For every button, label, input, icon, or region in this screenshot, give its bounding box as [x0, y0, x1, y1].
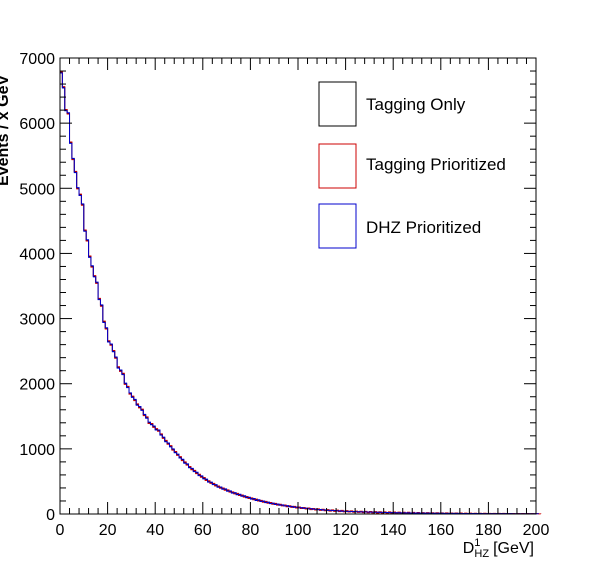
x-axis-title-sub: HZ	[474, 548, 489, 560]
series-line-dhz-prioritized	[59, 72, 539, 515]
x-axis-title-main: D	[463, 540, 475, 557]
x-axis-title-sup: 1	[474, 537, 480, 549]
y-tick-label: 5000	[19, 181, 55, 198]
legend-label-tagging-only: Tagging Only	[366, 95, 466, 114]
legend: Tagging Only Tagging Prioritized DHZ Pri…	[318, 81, 506, 249]
y-tick-label: 3000	[19, 312, 55, 329]
series-layer	[59, 71, 542, 515]
x-tick-label: 120	[332, 522, 359, 539]
x-tick-label: 100	[285, 522, 312, 539]
y-tick-label: 4000	[19, 246, 55, 263]
x-tick-label: 60	[194, 522, 212, 539]
legend-swatch-tagging-prioritized	[318, 143, 357, 189]
x-tick-label: 20	[99, 522, 117, 539]
x-tick-labels: 0 20 40 60 80 100 120 140 160 180 200	[56, 522, 550, 539]
x-tick-label: 40	[146, 522, 164, 539]
legend-label-tagging-prioritized: Tagging Prioritized	[366, 155, 506, 174]
legend-label-dhz-prioritized: DHZ Prioritized	[366, 218, 481, 237]
y-tick-labels: 0 1000 2000 3000 4000 5000 6000 7000	[19, 51, 55, 524]
x-tick-label: 180	[475, 522, 502, 539]
legend-swatch-dhz-prioritized	[318, 203, 357, 249]
y-axis-title: Events / x GeV	[0, 75, 12, 186]
x-tick-label: 140	[380, 522, 407, 539]
x-tick-label: 80	[242, 522, 260, 539]
x-tick-label: 200	[523, 522, 550, 539]
legend-swatch-tagging-only	[318, 81, 357, 127]
x-axis-title-unit: [GeV]	[493, 540, 534, 557]
y-tick-label: 7000	[19, 51, 55, 68]
y-tick-label: 1000	[19, 442, 55, 459]
x-axis-title: D1 HZ [GeV]	[463, 537, 534, 560]
x-tick-label: 160	[427, 522, 454, 539]
ticks-layer	[59, 57, 537, 515]
y-tick-label: 2000	[19, 377, 55, 394]
y-tick-label: 0	[46, 507, 55, 524]
x-tick-label: 0	[56, 522, 65, 539]
y-tick-label: 6000	[19, 116, 55, 133]
